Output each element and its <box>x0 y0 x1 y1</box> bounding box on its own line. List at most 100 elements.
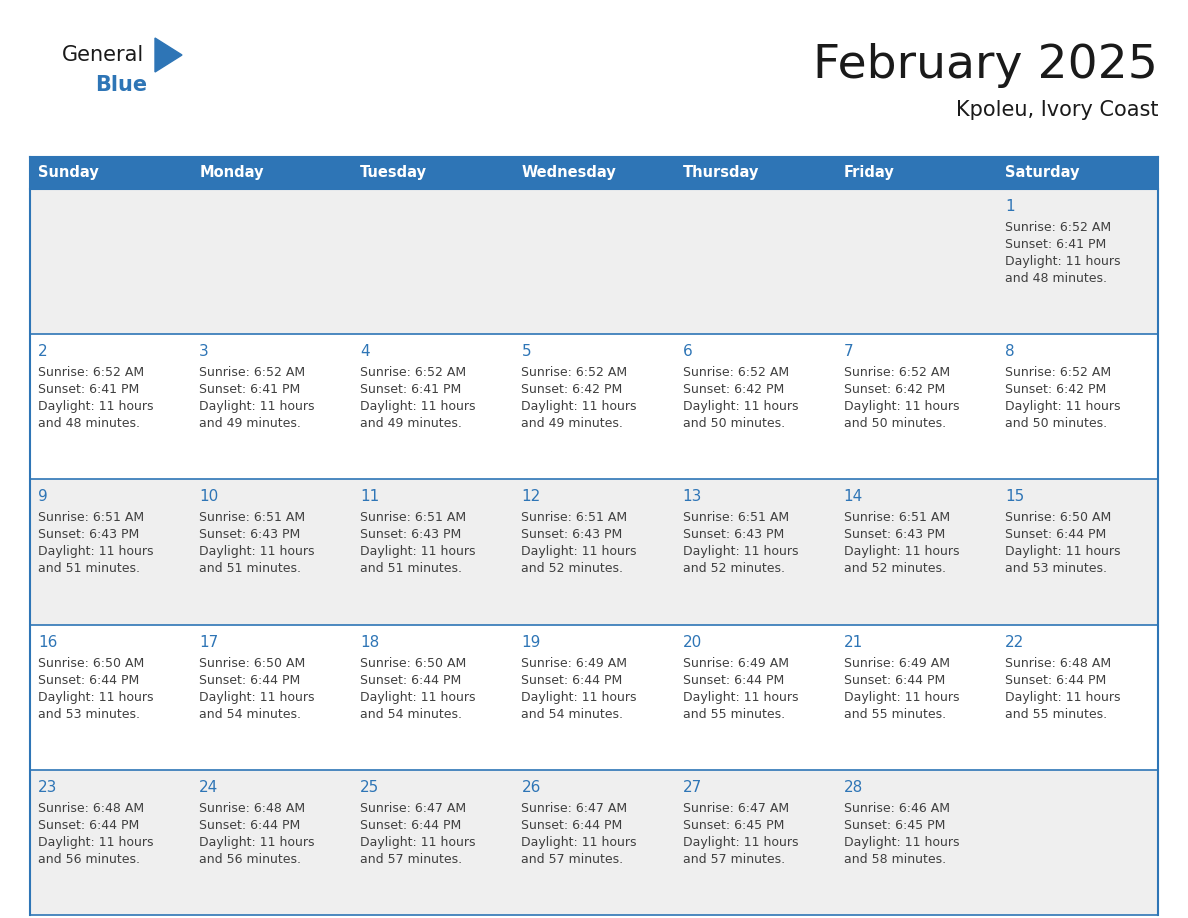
Text: Sunset: 6:44 PM: Sunset: 6:44 PM <box>522 819 623 832</box>
Text: and 49 minutes.: and 49 minutes. <box>522 417 624 431</box>
Bar <box>675 479 835 624</box>
Text: Sunrise: 6:51 AM: Sunrise: 6:51 AM <box>38 511 144 524</box>
Text: and 57 minutes.: and 57 minutes. <box>360 853 462 866</box>
Text: 19: 19 <box>522 634 541 650</box>
Bar <box>513 334 675 479</box>
Text: Daylight: 11 hours: Daylight: 11 hours <box>360 400 475 413</box>
Text: 5: 5 <box>522 344 531 359</box>
Text: Friday: Friday <box>843 165 895 181</box>
Text: Daylight: 11 hours: Daylight: 11 hours <box>683 835 798 849</box>
Text: Tuesday: Tuesday <box>360 165 428 181</box>
Text: and 54 minutes.: and 54 minutes. <box>360 708 462 721</box>
Text: and 50 minutes.: and 50 minutes. <box>843 417 946 431</box>
Text: Sunset: 6:41 PM: Sunset: 6:41 PM <box>1005 238 1106 251</box>
Text: Daylight: 11 hours: Daylight: 11 hours <box>38 690 153 703</box>
Text: Sunrise: 6:47 AM: Sunrise: 6:47 AM <box>683 801 789 815</box>
Text: 14: 14 <box>843 489 862 504</box>
Bar <box>513 189 675 334</box>
Text: Sunrise: 6:49 AM: Sunrise: 6:49 AM <box>522 656 627 669</box>
Bar <box>997 189 1158 334</box>
Text: and 55 minutes.: and 55 minutes. <box>1005 708 1107 721</box>
Text: Sunrise: 6:50 AM: Sunrise: 6:50 AM <box>1005 511 1111 524</box>
Polygon shape <box>154 38 182 72</box>
Bar <box>835 479 997 624</box>
Text: Sunrise: 6:47 AM: Sunrise: 6:47 AM <box>360 801 467 815</box>
Text: 15: 15 <box>1005 489 1024 504</box>
Text: 12: 12 <box>522 489 541 504</box>
Text: Saturday: Saturday <box>1005 165 1080 181</box>
Text: and 52 minutes.: and 52 minutes. <box>683 563 784 576</box>
Text: and 56 minutes.: and 56 minutes. <box>200 853 301 866</box>
Bar <box>191 189 353 334</box>
Text: Sunset: 6:43 PM: Sunset: 6:43 PM <box>200 529 301 542</box>
Text: Daylight: 11 hours: Daylight: 11 hours <box>1005 400 1120 413</box>
Bar <box>997 334 1158 479</box>
Text: Daylight: 11 hours: Daylight: 11 hours <box>200 835 315 849</box>
Text: Daylight: 11 hours: Daylight: 11 hours <box>522 835 637 849</box>
Bar <box>353 770 513 915</box>
Text: 26: 26 <box>522 779 541 795</box>
Text: Sunset: 6:44 PM: Sunset: 6:44 PM <box>200 819 301 832</box>
Bar <box>997 624 1158 770</box>
Bar <box>30 157 191 189</box>
Text: Sunrise: 6:51 AM: Sunrise: 6:51 AM <box>522 511 627 524</box>
Bar <box>513 624 675 770</box>
Bar <box>191 157 353 189</box>
Text: Sunset: 6:41 PM: Sunset: 6:41 PM <box>200 383 301 397</box>
Text: Daylight: 11 hours: Daylight: 11 hours <box>38 400 153 413</box>
Text: and 58 minutes.: and 58 minutes. <box>843 853 946 866</box>
Text: Sunset: 6:42 PM: Sunset: 6:42 PM <box>1005 383 1106 397</box>
Bar <box>191 624 353 770</box>
Text: 7: 7 <box>843 344 853 359</box>
Bar <box>675 624 835 770</box>
Bar <box>675 157 835 189</box>
Text: Sunset: 6:43 PM: Sunset: 6:43 PM <box>522 529 623 542</box>
Text: Sunset: 6:43 PM: Sunset: 6:43 PM <box>843 529 944 542</box>
Text: 3: 3 <box>200 344 209 359</box>
Text: 18: 18 <box>360 634 379 650</box>
Text: and 53 minutes.: and 53 minutes. <box>38 708 140 721</box>
Text: Daylight: 11 hours: Daylight: 11 hours <box>38 835 153 849</box>
Text: Sunset: 6:42 PM: Sunset: 6:42 PM <box>843 383 944 397</box>
Text: Daylight: 11 hours: Daylight: 11 hours <box>38 545 153 558</box>
Text: 20: 20 <box>683 634 702 650</box>
Text: 24: 24 <box>200 779 219 795</box>
Bar <box>835 189 997 334</box>
Text: 8: 8 <box>1005 344 1015 359</box>
Text: and 51 minutes.: and 51 minutes. <box>200 563 301 576</box>
Bar <box>513 479 675 624</box>
Text: Sunset: 6:45 PM: Sunset: 6:45 PM <box>683 819 784 832</box>
Bar <box>835 770 997 915</box>
Text: and 49 minutes.: and 49 minutes. <box>360 417 462 431</box>
Text: General: General <box>62 45 144 65</box>
Text: Daylight: 11 hours: Daylight: 11 hours <box>843 835 959 849</box>
Text: Daylight: 11 hours: Daylight: 11 hours <box>200 690 315 703</box>
Text: Daylight: 11 hours: Daylight: 11 hours <box>1005 690 1120 703</box>
Text: Sunrise: 6:52 AM: Sunrise: 6:52 AM <box>1005 221 1111 234</box>
Text: 4: 4 <box>360 344 369 359</box>
Text: Blue: Blue <box>95 75 147 95</box>
Text: and 51 minutes.: and 51 minutes. <box>38 563 140 576</box>
Bar <box>353 189 513 334</box>
Text: Daylight: 11 hours: Daylight: 11 hours <box>360 545 475 558</box>
Text: Daylight: 11 hours: Daylight: 11 hours <box>200 400 315 413</box>
Text: Sunset: 6:44 PM: Sunset: 6:44 PM <box>200 674 301 687</box>
Bar <box>675 334 835 479</box>
Bar <box>353 624 513 770</box>
Text: 1: 1 <box>1005 199 1015 214</box>
Text: and 52 minutes.: and 52 minutes. <box>843 563 946 576</box>
Bar <box>30 189 191 334</box>
Text: and 57 minutes.: and 57 minutes. <box>522 853 624 866</box>
Text: 10: 10 <box>200 489 219 504</box>
Text: Sunset: 6:41 PM: Sunset: 6:41 PM <box>360 383 461 397</box>
Bar <box>675 189 835 334</box>
Text: Daylight: 11 hours: Daylight: 11 hours <box>683 400 798 413</box>
Text: 16: 16 <box>38 634 57 650</box>
Text: Kpoleu, Ivory Coast: Kpoleu, Ivory Coast <box>955 100 1158 120</box>
Text: 25: 25 <box>360 779 379 795</box>
Text: Sunrise: 6:47 AM: Sunrise: 6:47 AM <box>522 801 627 815</box>
Text: Sunrise: 6:52 AM: Sunrise: 6:52 AM <box>522 366 627 379</box>
Text: Daylight: 11 hours: Daylight: 11 hours <box>1005 255 1120 268</box>
Text: Daylight: 11 hours: Daylight: 11 hours <box>843 690 959 703</box>
Text: Sunrise: 6:49 AM: Sunrise: 6:49 AM <box>683 656 789 669</box>
